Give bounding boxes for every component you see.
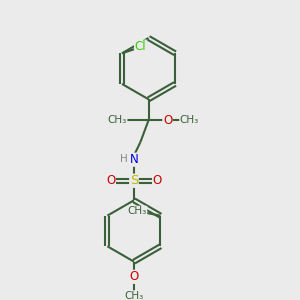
Text: CH₃: CH₃: [108, 115, 127, 125]
Text: O: O: [153, 174, 162, 187]
Text: O: O: [106, 174, 115, 187]
Text: O: O: [129, 270, 139, 283]
Text: CH₃: CH₃: [128, 206, 147, 216]
Text: S: S: [130, 174, 138, 187]
Text: N: N: [130, 153, 138, 166]
Text: CH₃: CH₃: [124, 291, 144, 300]
Text: H: H: [120, 154, 128, 164]
Text: O: O: [163, 114, 172, 127]
Text: Cl: Cl: [135, 40, 146, 53]
Text: CH₃: CH₃: [180, 115, 199, 125]
